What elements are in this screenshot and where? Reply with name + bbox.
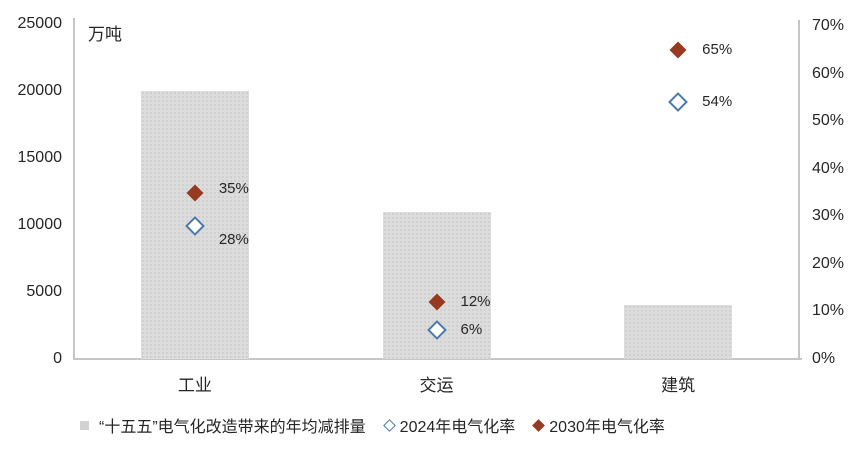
legend: “十五五”电气化改造带来的年均减排量 2024年电气化率 2030年电气化率 <box>80 413 665 437</box>
y-axis-left-tick: 5000 <box>26 283 62 300</box>
data-label: 54% <box>702 93 733 111</box>
bar <box>624 305 733 359</box>
y-axis-right-tick: 40% <box>812 159 845 177</box>
x-category-label: 工业 <box>177 376 212 395</box>
right-axis-line <box>798 20 800 359</box>
y-axis-right-tick: 0% <box>812 350 836 367</box>
data-label: 35% <box>218 179 249 197</box>
y-axis-right-tick: 10% <box>812 302 845 320</box>
legend-diamond-filled-icon <box>532 418 546 432</box>
x-category-label: 建筑 <box>661 376 696 395</box>
data-label: 65% <box>702 40 733 58</box>
y-axis-right-tick: 30% <box>812 207 845 225</box>
marker-diamond-hollow <box>668 92 689 113</box>
legend-item: “十五五”电气化改造带来的年均减排量 <box>80 413 366 437</box>
legend-label: 2030年电气化率 <box>549 419 665 436</box>
legend-item: 2030年电气化率 <box>532 413 665 437</box>
x-category-label: 交运 <box>419 376 454 395</box>
y-axis-left-tick: 15000 <box>17 149 63 166</box>
y-axis-left-tick: 20000 <box>17 82 63 99</box>
y-axis-left-tick: 10000 <box>17 216 63 233</box>
data-label: 6% <box>460 321 483 339</box>
y-axis-right-tick: 50% <box>812 112 845 130</box>
legend-label: 2024年电气化率 <box>399 419 516 436</box>
marker-diamond-filled <box>669 41 687 59</box>
y-axis-left-tick: 25000 <box>17 15 63 32</box>
legend-square-icon <box>80 420 89 430</box>
left-axis-line <box>73 18 75 359</box>
left-axis-unit-label: 万吨 <box>88 25 122 44</box>
x-axis-line <box>73 358 802 360</box>
legend-item: 2024年电气化率 <box>382 413 516 437</box>
legend-diamond-hollow-icon <box>382 418 396 432</box>
y-axis-right-tick: 20% <box>812 254 845 272</box>
legend-label: “十五五”电气化改造带来的年均减排量 <box>99 419 366 436</box>
data-label: 12% <box>460 292 491 310</box>
data-label: 28% <box>218 230 249 248</box>
y-axis-right-tick: 60% <box>812 64 845 82</box>
y-axis-right-tick: 70% <box>812 17 845 34</box>
y-axis-left-tick: 0 <box>53 350 62 367</box>
